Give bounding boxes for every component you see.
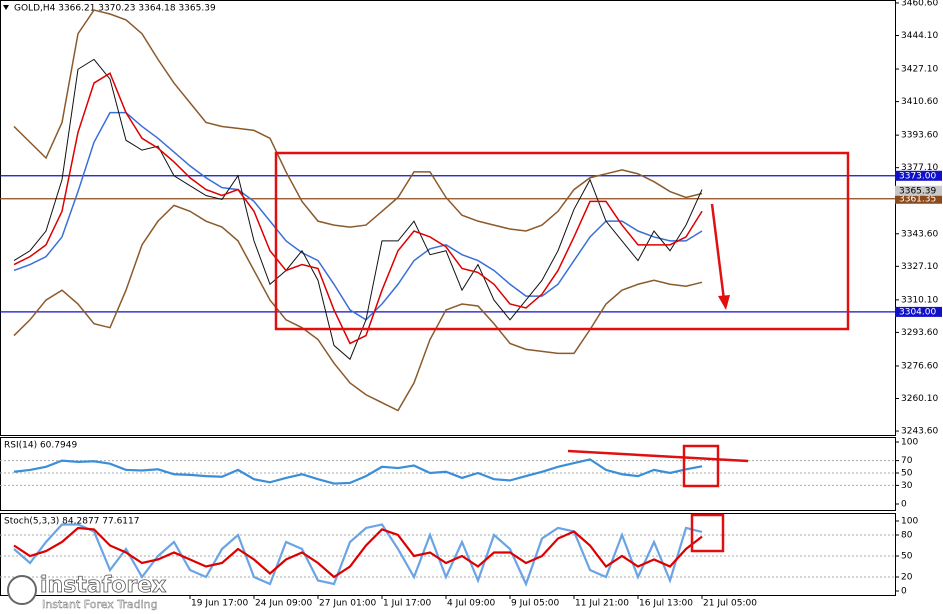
price-tag-label: 3373.00 <box>899 171 936 181</box>
y-tick-label: 30 <box>901 481 913 491</box>
series-line <box>13 72 703 345</box>
logo-name: instaforex <box>40 573 166 598</box>
y-tick-label: 3410.60 <box>901 97 938 107</box>
y-tick-label: 3343.60 <box>901 229 938 239</box>
y-tick-label: 3393.60 <box>901 131 938 141</box>
x-tick-label: 27 Jun 01:00 <box>319 599 376 609</box>
y-tick-label: 3327.10 <box>901 262 938 272</box>
x-tick-label: 21 Jul 05:00 <box>703 599 757 609</box>
y-tick-label: 3310.10 <box>901 295 938 305</box>
y-tick-label: 80 <box>901 530 913 540</box>
series-line <box>13 204 703 412</box>
panel-title: RSI(14) 60.7949 <box>4 441 77 451</box>
price-tag <box>895 185 942 196</box>
x-tick-label: 24 Jun 09:00 <box>255 599 312 609</box>
x-tick-label: 11 Jul 21:00 <box>575 599 629 609</box>
y-tick-label: 3377.10 <box>901 163 938 173</box>
arrow <box>710 203 726 301</box>
x-tick-label: 19 Jun 17:00 <box>191 599 248 609</box>
price-tag <box>895 193 942 204</box>
price-tag-label: 3365.39 <box>899 186 936 196</box>
y-tick-label: 3444.10 <box>901 31 938 41</box>
rsi-panel <box>0 437 896 511</box>
panel-title: GOLD,H4 3366.21 3370.23 3364.18 3365.39 <box>14 4 216 14</box>
price-tag-label: 3361.35 <box>899 194 936 204</box>
rsi-box <box>682 444 720 488</box>
stoch-box <box>690 513 725 553</box>
x-tick-label: 4 Jul 09:00 <box>447 599 496 609</box>
logo-icon <box>7 575 37 605</box>
y-tick-label: 70 <box>901 456 913 466</box>
y-tick-label: 3276.60 <box>901 361 938 371</box>
series-line <box>13 458 703 485</box>
panel-title: Stoch(5,3,3) 84.2877 77.6117 <box>4 517 139 527</box>
y-tick-label: 3243.60 <box>901 427 938 437</box>
price-tag <box>895 170 942 181</box>
y-tick-label: 3260.10 <box>901 394 938 404</box>
y-tick-label: 50 <box>901 551 913 561</box>
y-tick-label: 100 <box>901 438 918 448</box>
price-tag-label: 3304.00 <box>899 307 936 317</box>
price-panel <box>0 0 896 436</box>
range-box <box>274 151 850 331</box>
x-tick-label: 9 Jul 05:00 <box>511 599 560 609</box>
y-tick-label: 50 <box>901 469 913 479</box>
price-tag <box>895 306 942 317</box>
series-line <box>13 111 703 321</box>
y-tick-label: 3293.60 <box>901 328 938 338</box>
logo-tagline: Instant Forex Trading <box>42 598 158 611</box>
y-tick-label: 3460.60 <box>901 0 938 8</box>
y-tick-label: 0 <box>901 499 907 509</box>
series-line <box>13 9 703 232</box>
y-tick-label: 0 <box>901 587 907 597</box>
stoch-panel <box>0 513 896 596</box>
x-tick-label: 16 Jul 13:00 <box>639 599 693 609</box>
y-tick-label: 20 <box>901 573 913 583</box>
arrow-head <box>718 295 730 310</box>
y-tick-label: 100 <box>901 516 918 526</box>
series-line <box>13 526 703 579</box>
y-tick-label: 3427.10 <box>901 65 938 75</box>
x-tick-label: 1 Jul 17:00 <box>383 599 432 609</box>
menu-icon <box>3 5 9 10</box>
